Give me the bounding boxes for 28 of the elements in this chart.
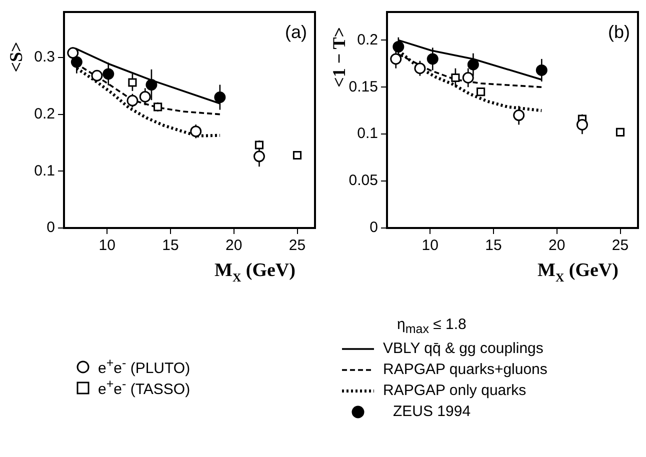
y-tick-label: 0 — [46, 219, 55, 236]
x-tick-label: 20 — [226, 237, 242, 254]
x-tick-label: 25 — [612, 237, 629, 254]
annotation: (a) — [285, 22, 307, 42]
legend-label: RAPGAP quarks+gluons — [383, 361, 548, 378]
x-tick-label: 15 — [162, 237, 179, 254]
x-tick-label: 15 — [485, 237, 502, 254]
legend-label: e$^{+}$e$^{-}$ (TASSO) — [98, 377, 190, 398]
y-tick-label: 0.2 — [357, 31, 378, 48]
y-tick-label: 0.15 — [348, 78, 378, 96]
y-axis-title: <1 − T> — [329, 26, 349, 88]
legend-label: e$^{+}$e$^{-}$ (PLUTO) — [98, 356, 190, 377]
annotation: (b) — [608, 22, 630, 42]
x-tick-label: 25 — [288, 237, 306, 254]
y-tick-label: 0.2 — [34, 105, 55, 122]
y-tick-label: 0.1 — [357, 125, 378, 142]
x-tick-label: 10 — [422, 237, 438, 254]
y-tick-label: 0 — [370, 219, 378, 236]
legend-title: η$_{max}$ ≤ 1.8 — [396, 315, 468, 338]
y-tick-label: 0.3 — [34, 48, 55, 66]
x-tick-label: 20 — [548, 237, 566, 254]
y-axis-title: <S> — [6, 42, 26, 72]
x-tick-label: 10 — [98, 237, 116, 254]
legend-label: ZEUS 1994 — [393, 403, 471, 420]
legend-label: RAPGAP only quarks — [383, 382, 526, 399]
legend-label: VBLY qq̄ & gg couplings — [383, 340, 544, 357]
y-tick-label: 0.05 — [348, 172, 378, 190]
y-tick-label: 0.1 — [34, 162, 55, 180]
